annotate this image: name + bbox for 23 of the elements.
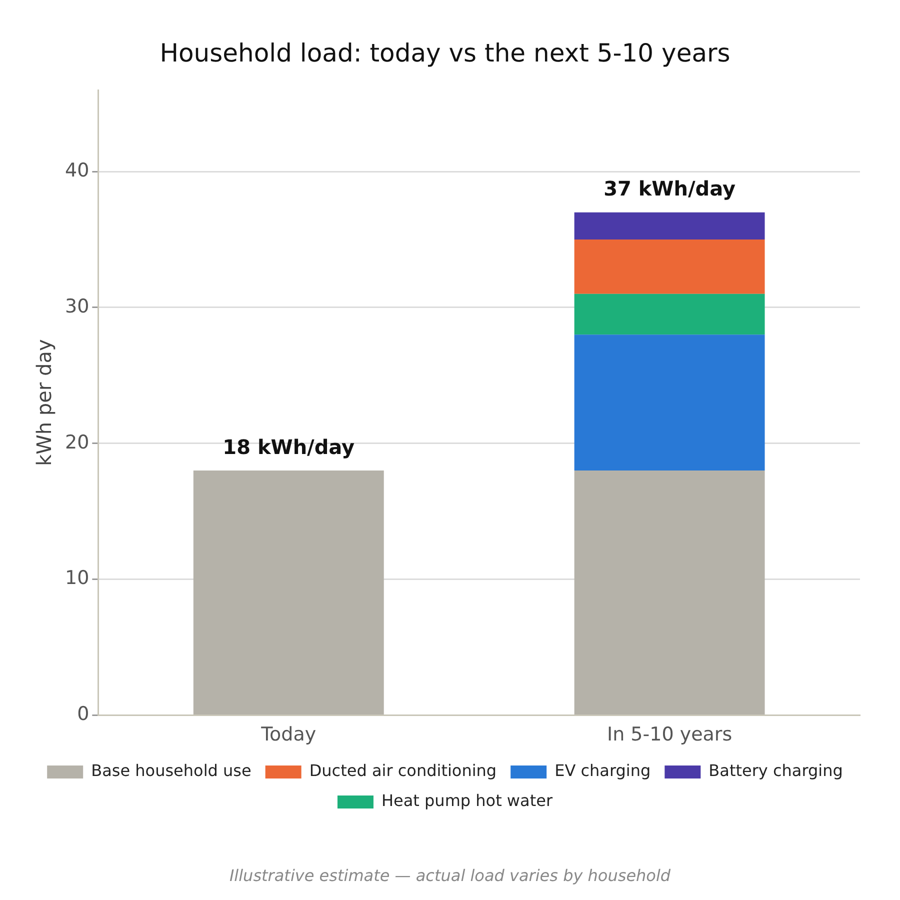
bar: [574, 212, 765, 240]
y-tick-label: 30: [64, 295, 90, 318]
chart-title: Household load: today vs the next 5-10 years: [160, 38, 730, 68]
bar: [574, 470, 765, 714]
legend-label: Base household use: [91, 761, 252, 780]
legend-label: Heat pump hot water: [381, 791, 553, 810]
y-tick-label: 10: [64, 567, 90, 590]
y-tick-label: 20: [64, 431, 90, 454]
legend-label: Ducted air conditioning: [309, 761, 497, 780]
y-axis-title: kWh per day: [32, 339, 56, 466]
x-tick-label: Today: [260, 724, 316, 746]
legend-label: EV charging: [554, 761, 651, 780]
text: Illustrative estimate — actual load varies by household: [228, 866, 672, 885]
y-tick-label: 40: [64, 159, 90, 182]
legend-label: Battery charging: [708, 761, 843, 780]
y-tick-label: 0: [77, 703, 90, 726]
total-label: 18 kWh/day: [222, 434, 355, 459]
total-label: 37 kWh/day: [604, 176, 736, 201]
bar: [574, 334, 765, 471]
bar: [574, 240, 765, 294]
bar: [574, 294, 765, 335]
x-tick-label: In 5-10 years: [606, 724, 732, 746]
bar: [193, 470, 384, 714]
